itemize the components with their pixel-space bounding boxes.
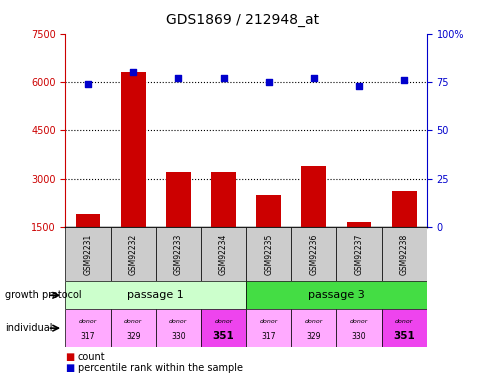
Bar xyxy=(381,227,426,281)
Bar xyxy=(336,309,381,347)
Bar xyxy=(155,227,200,281)
Bar xyxy=(110,227,155,281)
Text: donor: donor xyxy=(304,319,322,324)
Text: 330: 330 xyxy=(171,332,185,341)
Text: GSM92235: GSM92235 xyxy=(264,233,272,275)
Text: 329: 329 xyxy=(306,332,320,341)
Text: ■: ■ xyxy=(65,363,75,373)
Bar xyxy=(155,309,200,347)
Bar xyxy=(121,72,145,275)
Text: 351: 351 xyxy=(393,332,414,341)
Text: 351: 351 xyxy=(212,332,234,341)
Bar xyxy=(291,309,336,347)
Bar xyxy=(211,172,236,275)
Point xyxy=(174,75,182,81)
Bar xyxy=(245,227,291,281)
Text: donor: donor xyxy=(214,319,232,324)
Text: GSM92233: GSM92233 xyxy=(174,233,182,275)
Text: percentile rank within the sample: percentile rank within the sample xyxy=(77,363,242,373)
Bar xyxy=(381,309,426,347)
Bar xyxy=(65,227,110,281)
Text: donor: donor xyxy=(79,319,97,324)
Text: GSM92238: GSM92238 xyxy=(399,233,408,274)
Point xyxy=(264,79,272,85)
Text: passage 1: passage 1 xyxy=(127,290,184,300)
Bar xyxy=(245,281,426,309)
Text: GSM92234: GSM92234 xyxy=(219,233,227,275)
Text: GSM92236: GSM92236 xyxy=(309,233,318,275)
Text: donor: donor xyxy=(259,319,277,324)
Text: passage 3: passage 3 xyxy=(307,290,364,300)
Bar xyxy=(65,281,245,309)
Text: donor: donor xyxy=(124,319,142,324)
Text: count: count xyxy=(77,352,105,362)
Text: growth protocol: growth protocol xyxy=(5,290,81,300)
Bar xyxy=(200,309,245,347)
Text: GSM92232: GSM92232 xyxy=(128,233,137,274)
Text: GSM92231: GSM92231 xyxy=(83,233,92,274)
Point xyxy=(84,81,92,87)
Point xyxy=(354,83,362,89)
Text: 317: 317 xyxy=(81,332,95,341)
Bar xyxy=(65,309,110,347)
Text: donor: donor xyxy=(394,319,412,324)
Bar xyxy=(76,214,100,275)
Text: donor: donor xyxy=(169,319,187,324)
Point xyxy=(129,69,137,75)
Bar xyxy=(200,227,245,281)
Bar xyxy=(336,227,381,281)
Bar xyxy=(166,172,190,275)
Point xyxy=(399,77,407,83)
Text: donor: donor xyxy=(349,319,367,324)
Bar xyxy=(245,309,291,347)
Text: 330: 330 xyxy=(351,332,365,341)
Bar xyxy=(346,222,371,275)
Text: GSM92237: GSM92237 xyxy=(354,233,363,275)
Text: 329: 329 xyxy=(126,332,140,341)
Bar xyxy=(110,309,155,347)
Text: GDS1869 / 212948_at: GDS1869 / 212948_at xyxy=(166,13,318,27)
Point xyxy=(219,75,227,81)
Text: individual: individual xyxy=(5,323,52,333)
Text: 317: 317 xyxy=(261,332,275,341)
Bar xyxy=(291,227,336,281)
Text: ■: ■ xyxy=(65,352,75,362)
Bar xyxy=(301,166,326,275)
Bar xyxy=(391,192,416,275)
Bar xyxy=(256,195,281,275)
Point xyxy=(309,75,317,81)
